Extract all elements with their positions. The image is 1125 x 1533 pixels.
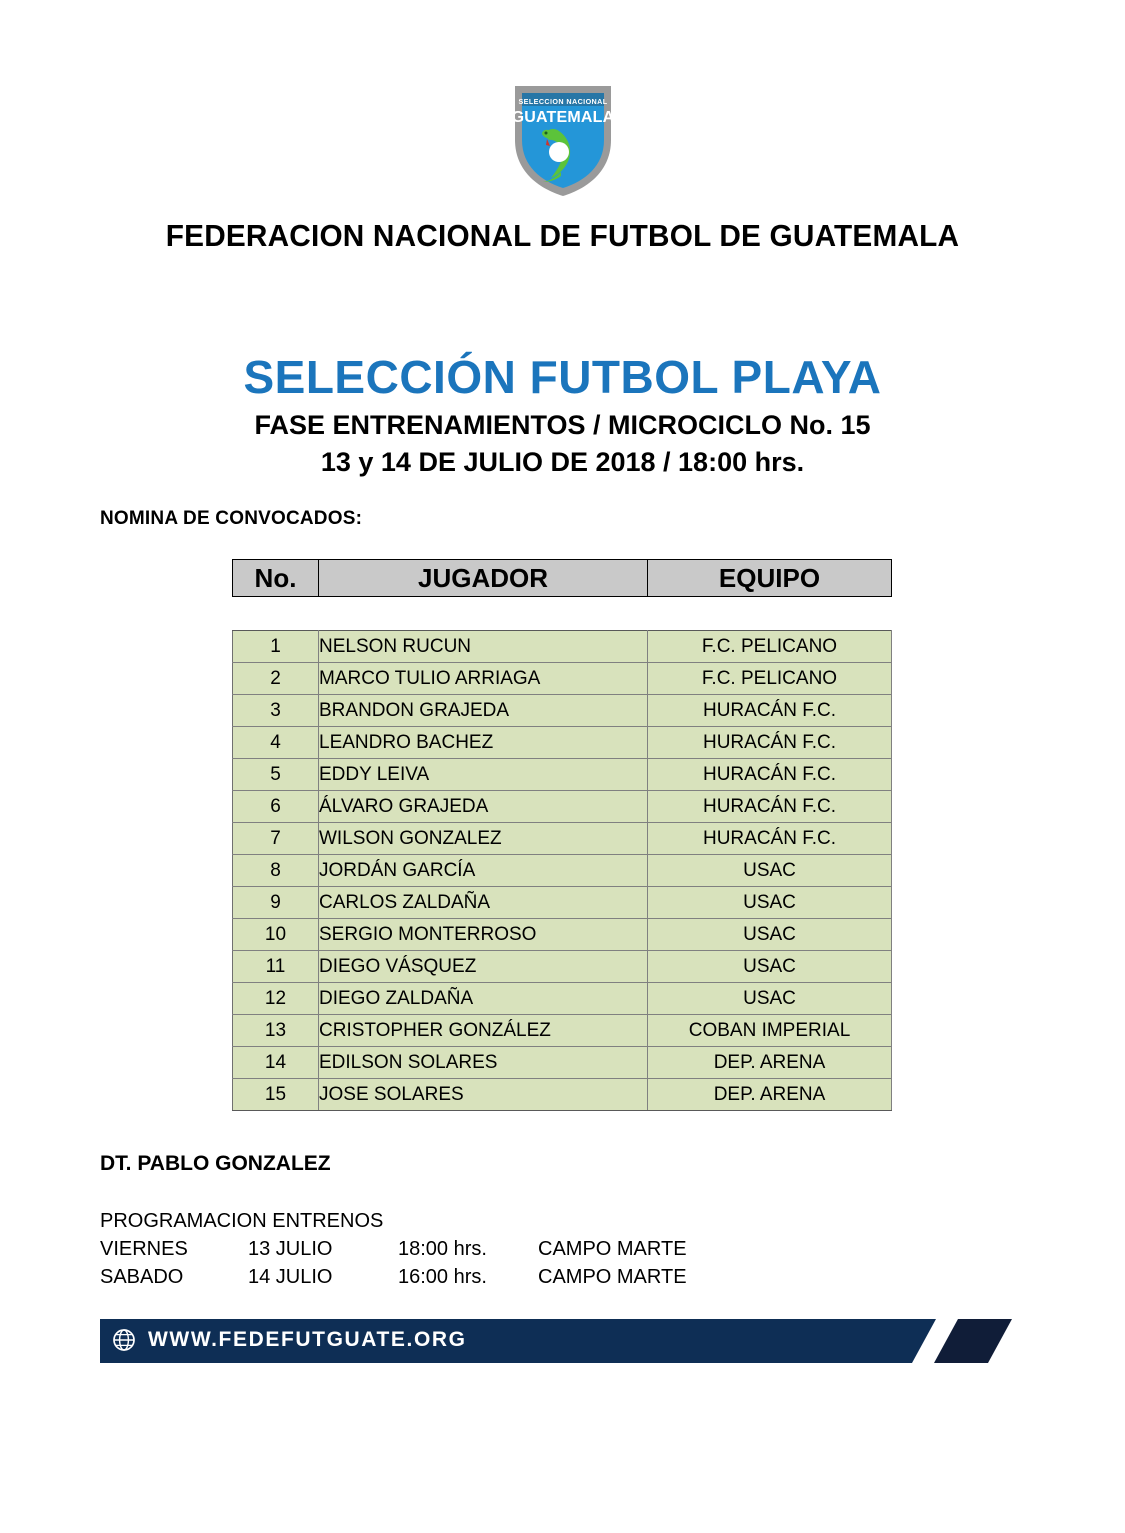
- cell-jugador: JORDÁN GARCÍA: [318, 854, 648, 887]
- column-header-no: No.: [232, 559, 319, 597]
- cell-jugador: BRANDON GRAJEDA: [318, 694, 648, 727]
- cell-jugador: DIEGO VÁSQUEZ: [318, 950, 648, 983]
- cell-equipo: F.C. PELICANO: [647, 630, 892, 663]
- cell-equipo: HURACÁN F.C.: [647, 790, 892, 823]
- cell-jugador: EDDY LEIVA: [318, 758, 648, 791]
- cell-jugador: MARCO TULIO ARRIAGA: [318, 662, 648, 695]
- cell-jugador: ÁLVARO GRAJEDA: [318, 790, 648, 823]
- column-header-equipo: EQUIPO: [647, 559, 892, 597]
- footer-banner: [100, 1317, 1020, 1365]
- cell-equipo: USAC: [647, 918, 892, 951]
- cell-equipo: HURACÁN F.C.: [647, 758, 892, 791]
- cell-no: 8: [232, 854, 319, 887]
- cell-jugador: EDILSON SOLARES: [318, 1046, 648, 1079]
- schedule-heading: PROGRAMACION ENTRENOS: [100, 1210, 384, 1232]
- table-row: 8 JORDÁN GARCÍA USAC: [232, 854, 892, 887]
- svg-text:SELECCION NACIONAL: SELECCION NACIONAL: [518, 97, 607, 106]
- schedule-time: 16:00 hrs.: [398, 1266, 487, 1288]
- schedule-day: SABADO: [100, 1266, 184, 1288]
- crest-container: SELECCION NACIONAL GUATEMALA: [0, 82, 1125, 205]
- federation-crest-icon: SELECCION NACIONAL GUATEMALA: [509, 82, 617, 200]
- table-row: 10 SERGIO MONTERROSO USAC: [232, 918, 892, 951]
- cell-jugador: SERGIO MONTERROSO: [318, 918, 648, 951]
- cell-jugador: DIEGO ZALDAÑA: [318, 982, 648, 1015]
- cell-equipo: HURACÁN F.C.: [647, 822, 892, 855]
- table-row: 12 DIEGO ZALDAÑA USAC: [232, 982, 892, 1015]
- table-row: 3 BRANDON GRAJEDA HURACÁN F.C.: [232, 694, 892, 727]
- table-row: 7 WILSON GONZALEZ HURACÁN F.C.: [232, 822, 892, 855]
- cell-jugador: LEANDRO BACHEZ: [318, 726, 648, 759]
- schedule-row: SABADO 14 JULIO 16:00 hrs. CAMPO MARTE: [100, 1263, 738, 1291]
- cell-jugador: JOSE SOLARES: [318, 1078, 648, 1111]
- cell-no: 2: [232, 662, 319, 695]
- page-subtitle-phase: FASE ENTRENAMIENTOS / MICROCICLO No. 15: [254, 410, 871, 440]
- cell-jugador: NELSON RUCUN: [318, 630, 648, 663]
- schedule-date: 14 JULIO: [248, 1266, 333, 1288]
- table-row: 5 EDDY LEIVA HURACÁN F.C.: [232, 758, 892, 791]
- schedule-place: CAMPO MARTE: [538, 1238, 687, 1260]
- table-row: 6 ÁLVARO GRAJEDA HURACÁN F.C.: [232, 790, 892, 823]
- cell-no: 14: [232, 1046, 319, 1079]
- cell-equipo: DEP. ARENA: [647, 1078, 892, 1111]
- schedule-day: VIERNES: [100, 1238, 188, 1260]
- cell-jugador: CARLOS ZALDAÑA: [318, 886, 648, 919]
- column-header-jugador: JUGADOR: [318, 559, 648, 597]
- table-row: 1 NELSON RUCUN F.C. PELICANO: [232, 630, 892, 663]
- table-row: 14 EDILSON SOLARES DEP. ARENA: [232, 1046, 892, 1079]
- table-row: 2 MARCO TULIO ARRIAGA F.C. PELICANO: [232, 662, 892, 695]
- cell-no: 6: [232, 790, 319, 823]
- cell-equipo: USAC: [647, 886, 892, 919]
- cell-no: 11: [232, 950, 319, 983]
- cell-jugador: WILSON GONZALEZ: [318, 822, 648, 855]
- website-url[interactable]: WWW.FEDEFUTGUATE.ORG: [148, 1328, 467, 1351]
- schedule-date: 13 JULIO: [248, 1238, 333, 1260]
- page-title: SELECCIÓN FUTBOL PLAYA: [243, 351, 882, 403]
- cell-equipo: USAC: [647, 950, 892, 983]
- cell-equipo: COBAN IMPERIAL: [647, 1014, 892, 1047]
- cell-no: 1: [232, 630, 319, 663]
- cell-equipo: USAC: [647, 982, 892, 1015]
- svg-text:GUATEMALA: GUATEMALA: [511, 109, 614, 126]
- cell-equipo: DEP. ARENA: [647, 1046, 892, 1079]
- cell-no: 3: [232, 694, 319, 727]
- head-coach-line: DT. PABLO GONZALEZ: [100, 1152, 331, 1175]
- cell-equipo: USAC: [647, 854, 892, 887]
- globe-icon: [112, 1328, 136, 1352]
- cell-no: 9: [232, 886, 319, 919]
- schedule-time: 18:00 hrs.: [398, 1238, 487, 1260]
- table-header-row: No. JUGADOR EQUIPO: [232, 559, 892, 597]
- cell-no: 7: [232, 822, 319, 855]
- cell-equipo: HURACÁN F.C.: [647, 726, 892, 759]
- cell-no: 15: [232, 1078, 319, 1111]
- roster-table-header: No. JUGADOR EQUIPO: [232, 559, 892, 597]
- federation-title: FEDERACION NACIONAL DE FUTBOL DE GUATEMA…: [165, 218, 960, 253]
- cell-no: 4: [232, 726, 319, 759]
- cell-no: 12: [232, 982, 319, 1015]
- table-row: 9 CARLOS ZALDAÑA USAC: [232, 886, 892, 919]
- table-row: 11 DIEGO VÁSQUEZ USAC: [232, 950, 892, 983]
- table-row: 15 JOSE SOLARES DEP. ARENA: [232, 1078, 892, 1111]
- table-row: 13 CRISTOPHER GONZÁLEZ COBAN IMPERIAL: [232, 1014, 892, 1047]
- table-row: 4 LEANDRO BACHEZ HURACÁN F.C.: [232, 726, 892, 759]
- cell-no: 5: [232, 758, 319, 791]
- cell-no: 10: [232, 918, 319, 951]
- page-subtitle-dates: 13 y 14 DE JULIO DE 2018 / 18:00 hrs.: [320, 447, 805, 477]
- cell-equipo: F.C. PELICANO: [647, 662, 892, 695]
- cell-equipo: HURACÁN F.C.: [647, 694, 892, 727]
- schedule-place: CAMPO MARTE: [538, 1266, 687, 1288]
- schedule-row: VIERNES 13 JULIO 18:00 hrs. CAMPO MARTE: [100, 1235, 738, 1263]
- training-schedule: PROGRAMACION ENTRENOS VIERNES 13 JULIO 18:…: [100, 1207, 738, 1291]
- roster-label: NOMINA DE CONVOCADOS:: [100, 508, 363, 529]
- cell-jugador: CRISTOPHER GONZÁLEZ: [318, 1014, 648, 1047]
- cell-no: 13: [232, 1014, 319, 1047]
- roster-table-body: 1 NELSON RUCUN F.C. PELICANO 2 MARCO TUL…: [232, 630, 892, 1111]
